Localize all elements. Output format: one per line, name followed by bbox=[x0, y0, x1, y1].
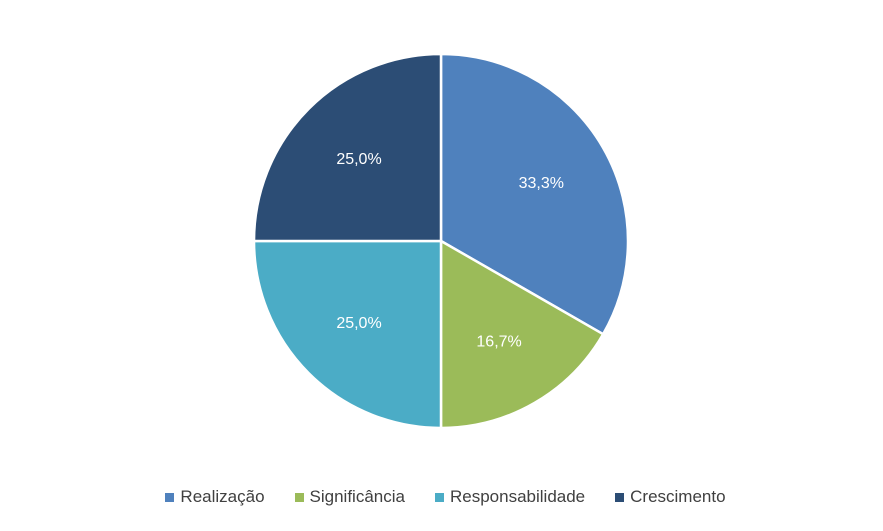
pie-data-labels: 33,3% 16,7% 25,0% 25,0% bbox=[336, 151, 564, 350]
data-label-significancia: 16,7% bbox=[476, 333, 521, 350]
legend-swatch bbox=[165, 492, 175, 502]
chart-legend: Realização Significância Responsabilidade C… bbox=[0, 487, 883, 507]
data-label-crescimento: 25,0% bbox=[336, 151, 381, 168]
legend-label: Realização bbox=[180, 487, 265, 506]
legend-item-crescimento: Crescimento bbox=[615, 487, 726, 507]
data-label-realizacao: 33,3% bbox=[519, 175, 564, 192]
legend-label: Crescimento bbox=[630, 487, 726, 506]
legend-item-significancia: Significância bbox=[294, 487, 405, 507]
pie-slice-realizacao bbox=[439, 52, 630, 336]
legend-item-responsabilidade: Responsabilidade bbox=[434, 487, 586, 507]
legend-item-realizacao: Realização bbox=[165, 487, 265, 507]
legend-swatch bbox=[615, 492, 625, 502]
pie-slice-significancia bbox=[439, 239, 605, 430]
legend-swatch bbox=[294, 492, 304, 502]
pie-slice-responsabilidade bbox=[252, 239, 443, 430]
legend-label: Significância bbox=[309, 487, 405, 506]
pie-chart-svg: 33,3% 16,7% 25,0% 25,0% bbox=[252, 52, 630, 430]
pie-slices bbox=[252, 52, 630, 430]
data-label-responsabilidade: 25,0% bbox=[336, 315, 381, 332]
pie-slice-crescimento bbox=[252, 52, 443, 243]
legend-label: Responsabilidade bbox=[449, 487, 586, 506]
legend-swatch bbox=[434, 492, 444, 502]
